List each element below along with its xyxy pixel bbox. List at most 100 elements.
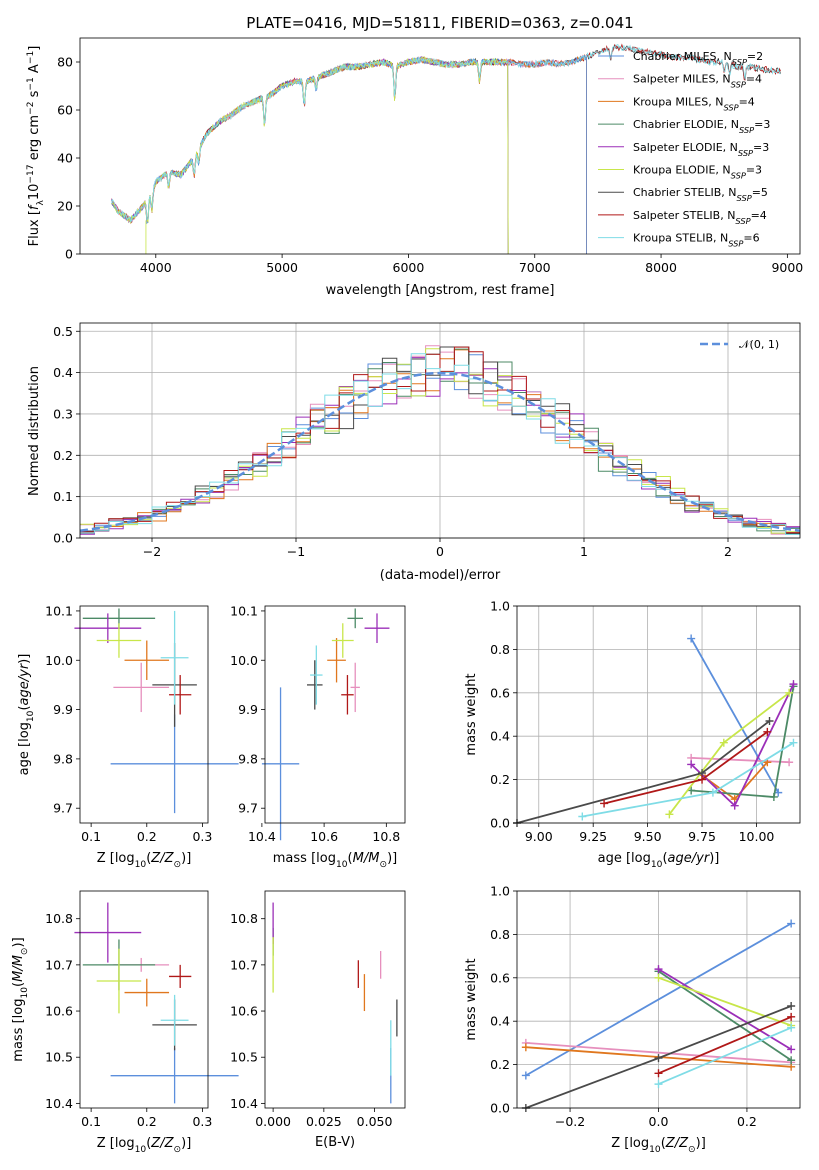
x-tick-label: 0.025 xyxy=(306,1114,342,1129)
point-marker xyxy=(787,1012,796,1021)
axes-frame xyxy=(264,605,406,824)
point-marker xyxy=(789,680,798,689)
point-marker xyxy=(698,775,707,784)
x-tick-label: −0.2 xyxy=(555,1114,585,1129)
series-weight-4 xyxy=(658,968,792,1051)
series-weight-1 xyxy=(525,1042,792,1064)
y-tick-label: 0.8 xyxy=(490,642,510,657)
x-axis-label: Z [log10(Z/Z⊙)] xyxy=(97,851,192,870)
x-tick-label: 10.00 xyxy=(739,829,775,844)
x-tick-label: 0.3 xyxy=(192,1114,212,1129)
series-weight-1 xyxy=(691,757,790,764)
point-marker xyxy=(765,717,774,726)
y-tick-label: 10.4 xyxy=(230,1096,258,1111)
series-hist-4 xyxy=(80,357,800,535)
y-tick-label: 9.8 xyxy=(53,751,73,766)
legend-label: Kroupa MILES, NSSP=4 xyxy=(633,95,755,112)
y-tick-label: 10.0 xyxy=(230,653,258,668)
x-tick-label: −1 xyxy=(287,544,305,559)
plot-area xyxy=(74,902,239,1104)
y-tick-label: 9.9 xyxy=(238,702,258,717)
legend-label: Salpeter MILES, NSSP=4 xyxy=(633,73,762,90)
plot-area xyxy=(74,608,239,814)
x-tick-label: 9.25 xyxy=(579,829,607,844)
panel-weight_vs_age: 9.00 9.25 9.50 9.75 10.00 0.0 0.2 0.4 0.6 0.8 1.0 a… xyxy=(464,599,801,870)
x-tick-label: 9.75 xyxy=(688,829,716,844)
y-tick-label: 10.1 xyxy=(230,603,258,618)
x-tick-label: 9000 xyxy=(771,260,803,275)
x-axis-label: Z [log10(Z/Z⊙)] xyxy=(611,1136,706,1155)
panel-age_vs_Z: 0.1 0.2 0.3 9.7 9.8 9.9 10.0 10.1 Z [log10(Z/Z⊙)… xyxy=(17,603,239,870)
point-marker xyxy=(789,738,798,747)
series-spectrum-8 xyxy=(111,43,781,223)
y-axis-label: mass weight xyxy=(464,673,479,755)
series-weight-5 xyxy=(658,976,792,1027)
panel-mass_vs_ebv: 0.000 0.025 0.050 10.4 10.5 10.6 10.7 10.8 E(B-V… xyxy=(230,890,406,1150)
y-tick-label: 10.0 xyxy=(45,653,73,668)
series-spectrum-2 xyxy=(111,53,587,254)
point-marker xyxy=(787,1023,796,1032)
y-tick-label: 9.9 xyxy=(53,702,73,717)
y-tick-label: 10.7 xyxy=(45,957,73,972)
point-marker xyxy=(521,1071,530,1080)
axes-frame xyxy=(79,322,801,539)
panel-weight_vs_Z: −0.2 0.0 0.2 0.0 0.2 0.4 0.6 0.8 1.0 Z [log10(Z/Z… xyxy=(464,884,801,1155)
series-hist-6 xyxy=(80,346,800,534)
x-tick-label: 5000 xyxy=(266,260,298,275)
x-axis-label: wavelength [Angstrom, rest frame] xyxy=(326,283,555,298)
y-tick-label: 80 xyxy=(57,55,73,70)
x-axis-label: E(B-V) xyxy=(315,1135,355,1150)
y-tick-label: 0.0 xyxy=(53,531,73,546)
x-tick-label: 0.2 xyxy=(137,1114,157,1129)
point-marker xyxy=(654,1080,663,1089)
x-tick-label: 0.0 xyxy=(649,1114,669,1129)
y-tick-label: 10.5 xyxy=(45,1050,73,1065)
y-tick-label: 0 xyxy=(65,247,73,262)
x-axis-label: mass [log10(M/M⊙)] xyxy=(273,851,397,870)
series-spectrum-4 xyxy=(111,56,509,255)
y-tick-label: 0.6 xyxy=(490,970,510,985)
point-marker xyxy=(654,1054,663,1063)
y-tick-label: 10.1 xyxy=(45,603,73,618)
x-axis-label: Z [log10(Z/Z⊙)] xyxy=(97,1136,192,1155)
x-tick-label: 0 xyxy=(436,544,444,559)
y-tick-label: 0.2 xyxy=(490,772,510,787)
x-tick-label: 0.000 xyxy=(255,1114,291,1129)
y-tick-label: 0.4 xyxy=(490,1014,510,1029)
y-tick-label: 10.5 xyxy=(230,1050,258,1065)
x-tick-label: 7000 xyxy=(519,260,551,275)
y-tick-label: 10.6 xyxy=(230,1004,258,1019)
y-tick-label: 20 xyxy=(57,199,73,214)
x-tick-label: 10.4 xyxy=(248,829,276,844)
point-marker xyxy=(654,1069,663,1078)
series-weight-4 xyxy=(690,683,795,808)
series-spectrum-5 xyxy=(111,56,509,255)
point-marker xyxy=(687,760,696,769)
point-marker xyxy=(785,758,794,767)
point-marker xyxy=(787,1056,796,1065)
legend-label: Chabrier MILES, NSSP=2 xyxy=(633,50,763,67)
axes-frame xyxy=(516,605,801,824)
y-tick-label: 1.0 xyxy=(490,884,510,899)
x-tick-label: 0.1 xyxy=(81,1114,101,1129)
point-marker xyxy=(787,919,796,928)
point-marker xyxy=(719,738,728,747)
y-axis-label: mass weight xyxy=(464,958,479,1040)
panel-residuals: −2 −1 0 1 2 0.0 0.1 0.2 0.3 0.4 0.5 𝒩(0, 1) (data-mo… xyxy=(27,322,801,583)
y-axis-label: age [log10(age/yr)] xyxy=(17,654,36,776)
x-tick-label: 4000 xyxy=(140,260,172,275)
legend-label: Kroupa ELODIE, NSSP=3 xyxy=(633,164,762,181)
y-tick-label: 0.4 xyxy=(53,365,73,380)
y-tick-label: 10.4 xyxy=(45,1096,73,1111)
y-tick-label: 0.5 xyxy=(53,324,73,339)
x-tick-label: 0.1 xyxy=(81,829,101,844)
y-tick-label: 60 xyxy=(57,103,73,118)
point-marker xyxy=(785,688,794,697)
y-tick-label: 0.2 xyxy=(53,448,73,463)
panel-mass_vs_Z: 0.1 0.2 0.3 10.4 10.5 10.6 10.7 10.8 Z [log10(Z/… xyxy=(11,890,239,1155)
y-tick-label: 10.7 xyxy=(230,957,258,972)
x-tick-label: 10.8 xyxy=(372,829,400,844)
plot-area xyxy=(79,345,801,535)
point-marker xyxy=(687,634,696,643)
y-tick-label: 10.8 xyxy=(45,911,73,926)
